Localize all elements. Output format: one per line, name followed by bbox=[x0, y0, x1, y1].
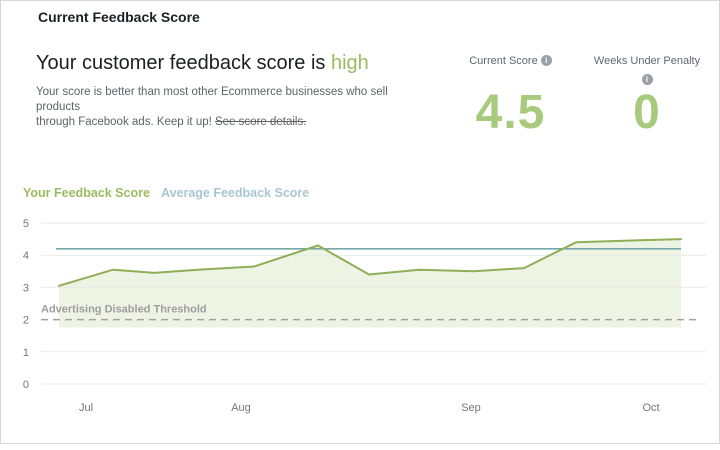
score-sentence-prefix: Your customer feedback score is bbox=[36, 52, 331, 74]
x-axis-month-label: Oct bbox=[642, 402, 659, 414]
tab-your-feedback-score[interactable]: Your Feedback Score bbox=[23, 186, 150, 200]
your-score-area-fill bbox=[59, 239, 681, 328]
score-sentence: Your customer feedback score is high bbox=[36, 52, 369, 75]
weeks-under-penalty-value: 0 bbox=[633, 86, 661, 139]
y-axis-tick-label: 4 bbox=[23, 250, 29, 262]
current-score-stat: Current Score i 4.5 bbox=[433, 54, 588, 139]
info-icon[interactable]: i bbox=[641, 74, 653, 85]
score-description-line2: through Facebook ads. Keep it up! See sc… bbox=[36, 116, 307, 128]
x-axis-month-label: Aug bbox=[231, 402, 251, 414]
chart-container: 0 1 2 3 4 5 Advertising Disabled Threshold Jul A… bbox=[1, 211, 720, 445]
y-axis-tick-label: 5 bbox=[23, 218, 29, 230]
threshold-label: Advertising Disabled Threshold bbox=[41, 304, 207, 316]
y-axis-tick-label: 1 bbox=[23, 347, 29, 359]
score-description-line1: Your score is better than most other Eco… bbox=[36, 86, 388, 113]
see-score-details-link[interactable]: See score details. bbox=[215, 116, 307, 128]
weeks-under-penalty-label: Weeks Under Penalty bbox=[593, 55, 701, 67]
weeks-under-penalty-stat: Weeks Under Penalty i 0 bbox=[576, 54, 718, 139]
x-axis-month-label: Sep bbox=[461, 402, 481, 414]
score-description: Your score is better than most other Eco… bbox=[36, 85, 416, 130]
current-score-value: 4.5 bbox=[475, 86, 546, 139]
weeks-penalty-icon-row: i bbox=[576, 70, 718, 85]
y-axis-tick-label: 3 bbox=[23, 282, 29, 294]
feedback-chart: 0 1 2 3 4 5 Advertising Disabled Threshold Jul A… bbox=[23, 218, 706, 414]
current-score-label: Current Score i bbox=[433, 54, 588, 68]
score-level-highlight: high bbox=[330, 52, 369, 74]
tab-average-feedback-score[interactable]: Average Feedback Score bbox=[161, 186, 310, 200]
y-axis-tick-label: 0 bbox=[23, 379, 29, 391]
x-axis-month-label: Jul bbox=[79, 402, 93, 414]
your-score-line bbox=[58, 238, 682, 287]
y-axis-tick-label: 2 bbox=[23, 315, 29, 327]
info-icon[interactable]: i bbox=[540, 55, 552, 66]
page-title: Current Feedback Score bbox=[38, 9, 200, 25]
